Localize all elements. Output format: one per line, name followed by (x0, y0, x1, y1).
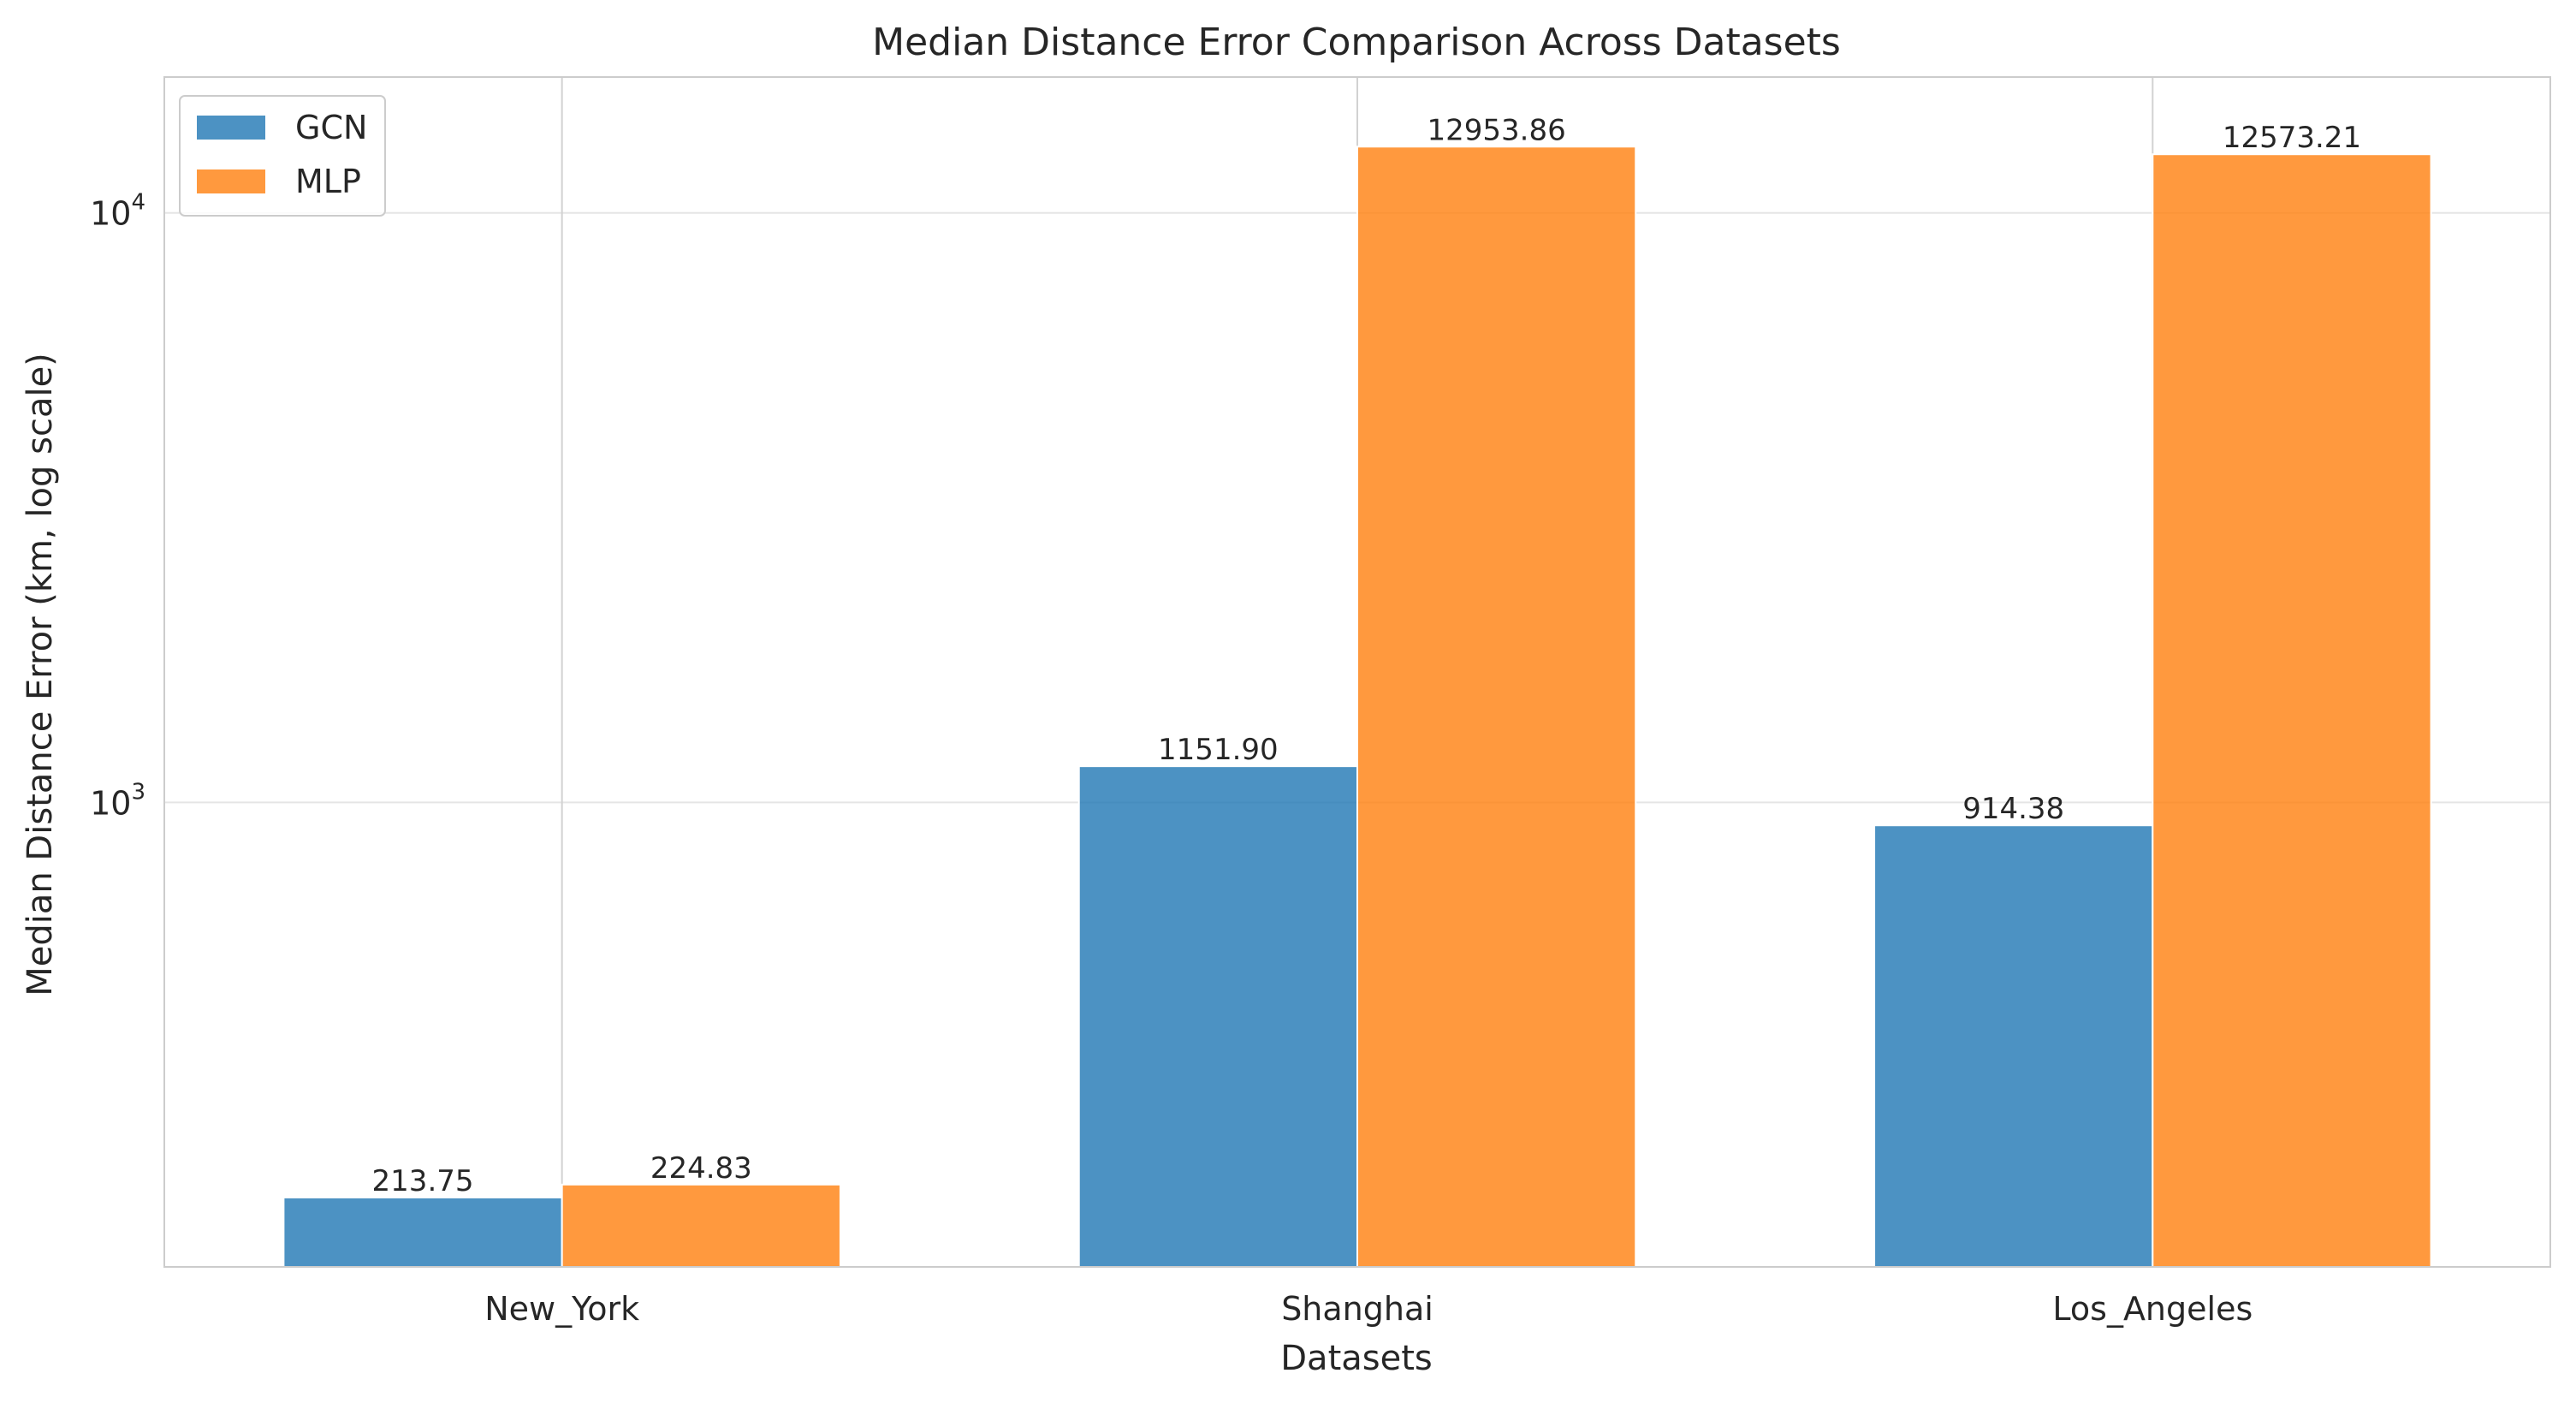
bars (282, 146, 2432, 1269)
bar-mlp-shanghai (1356, 146, 1637, 1268)
data-label-gcn-new_york: 213.75 (372, 1164, 474, 1198)
y-tick-label: 103 (90, 779, 145, 822)
y-tick-label: 104 (90, 190, 145, 233)
legend-label-mlp: MLP (295, 163, 361, 200)
data-label-gcn-los_angeles: 914.38 (1962, 792, 2064, 826)
bar-gcn-los_angeles (1873, 824, 2154, 1268)
data-label-gcn-shanghai: 1151.90 (1158, 733, 1279, 767)
legend: GCN MLP (179, 95, 386, 217)
bar-mlp-new_york (561, 1183, 841, 1268)
data-label-mlp-shanghai: 12953.86 (1427, 113, 1566, 147)
data-labels: 213.75 1151.90 914.38 224.83 12953.86 12573.2… (372, 113, 2362, 1198)
bar-gcn-new_york (282, 1196, 563, 1269)
y-axis-label: Median Distance Error (km, log scale) (21, 353, 60, 996)
x-tick-label: Los_Angeles (2052, 1290, 2253, 1328)
x-axis-label: Datasets (1280, 1339, 1432, 1378)
chart-title: Median Distance Error Comparison Across … (872, 21, 1841, 64)
bar-mlp-los_angeles (2152, 153, 2432, 1268)
legend-label-gcn: GCN (295, 109, 367, 146)
x-tick-label: New_York (484, 1290, 639, 1328)
bar-gcn-shanghai (1077, 765, 1358, 1268)
legend-swatch-gcn (197, 116, 265, 140)
legend-swatch-mlp (197, 169, 265, 193)
axis-ticks: New_York Shanghai Los_Angeles 103 104 (90, 190, 2253, 1328)
plot-frame (163, 76, 2551, 1268)
x-tick-label: Shanghai (1281, 1290, 1433, 1328)
data-label-mlp-new_york: 224.83 (650, 1151, 752, 1186)
data-label-mlp-los_angeles: 12573.21 (2223, 121, 2361, 155)
